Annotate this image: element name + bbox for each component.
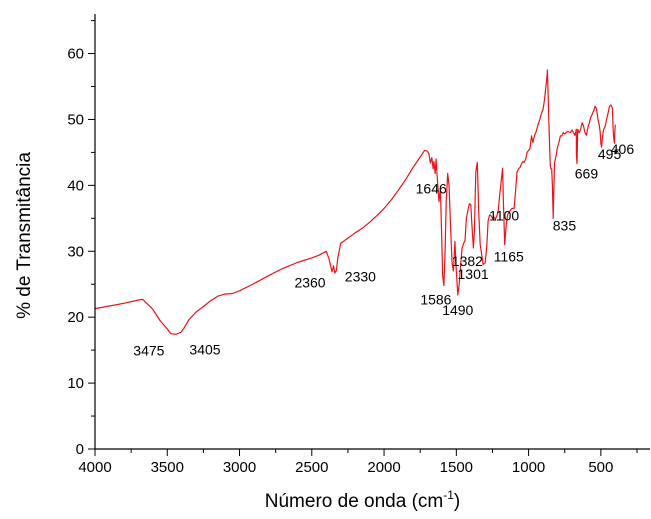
plot-area [94,69,616,335]
y-tick-label: 20 [67,309,84,326]
peak-label: 2330 [345,268,376,284]
x-tick-label: 500 [588,459,613,476]
y-tick-label: 10 [67,375,84,392]
y-tick-label: 30 [67,243,84,260]
x-axis-title: Número de onda (cm-1) [265,488,460,512]
y-tick-label: 60 [67,46,84,63]
peak-label: 1382 [452,253,483,269]
peak-label: 2360 [294,275,325,291]
x-tick-label: 3500 [151,459,184,476]
peak-label: 1586 [420,292,451,308]
x-tick-label: 4000 [78,459,111,476]
y-axis-ticks: 0 10 20 30 40 50 60 [67,20,95,458]
x-axis-title-main: Número de onda (cm [265,491,443,512]
y-axis-title: % de Transmitância [14,152,35,319]
peak-label: 1646 [416,181,447,197]
peak-label: 1100 [489,207,519,223]
x-axis-ticks: 4000 3500 3000 2500 2000 1500 1000 500 [78,449,638,476]
y-tick-label: 50 [67,111,84,128]
y-tick-label: 0 [76,441,84,458]
spectrum-line [94,69,616,335]
peak-label: 669 [575,166,599,182]
peak-label: 3475 [133,343,164,359]
y-tick-label: 40 [67,177,84,194]
x-tick-label: 1500 [440,459,473,476]
peak-label: 835 [553,217,577,233]
peak-label: 406 [611,141,635,157]
x-axis-title-superscript: -1 [443,488,454,502]
peak-label: 1490 [442,302,473,318]
peak-label: 3405 [189,341,220,357]
peak-label: 1301 [458,266,489,282]
x-tick-label: 2000 [367,459,400,476]
x-tick-label: 1000 [512,459,545,476]
x-axis-title-end: ) [454,491,460,512]
x-tick-label: 3000 [223,459,256,476]
peak-label: 1165 [494,249,524,265]
x-tick-label: 2500 [295,459,328,476]
peak-label: 495 [598,146,622,162]
